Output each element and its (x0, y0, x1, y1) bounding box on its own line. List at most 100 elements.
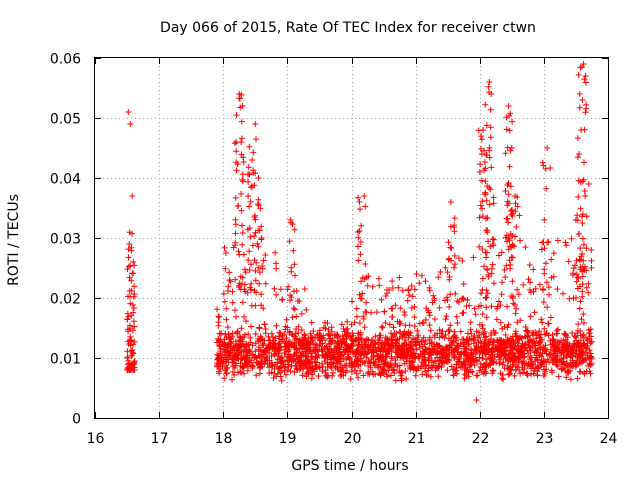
data-point (554, 343, 561, 350)
data-point (393, 339, 400, 346)
data-point (126, 366, 133, 373)
data-point (308, 319, 315, 326)
data-point (517, 348, 524, 354)
data-point (582, 109, 589, 116)
data-point (507, 183, 514, 190)
data-point (377, 372, 384, 379)
data-point (550, 250, 557, 257)
data-point (481, 334, 488, 341)
data-point (575, 193, 582, 200)
data-point (567, 376, 574, 383)
data-point (478, 290, 485, 297)
data-point (526, 286, 533, 293)
data-point (580, 257, 587, 264)
data-point (447, 199, 454, 205)
data-point (217, 356, 224, 363)
data-point (389, 285, 396, 291)
data-point (224, 287, 231, 294)
data-point (579, 220, 586, 227)
data-point (538, 331, 544, 338)
data-point (357, 239, 364, 245)
data-point (482, 368, 489, 375)
data-point (578, 316, 585, 323)
data-point (478, 302, 485, 309)
data-point (579, 288, 586, 295)
data-point (436, 326, 443, 333)
data-point (261, 321, 268, 328)
data-point (551, 355, 558, 362)
data-point (544, 145, 551, 151)
data-point (253, 289, 260, 296)
data-point (252, 348, 259, 355)
data-point (357, 251, 364, 258)
data-point (436, 358, 442, 365)
data-point (513, 305, 520, 312)
data-point (129, 327, 136, 334)
data-point (256, 370, 263, 377)
data-point (351, 319, 358, 326)
x-axis-label: GPS time / hours (291, 458, 408, 474)
data-point (402, 368, 409, 374)
data-point (344, 318, 351, 325)
data-point (252, 170, 259, 177)
data-point (223, 316, 230, 323)
data-point (503, 262, 510, 269)
data-point (489, 357, 495, 364)
data-point (309, 371, 316, 378)
data-point (131, 338, 138, 345)
data-point (506, 127, 513, 134)
data-point (260, 351, 267, 358)
data-point (533, 332, 540, 339)
data-point (386, 363, 393, 370)
data-point (270, 334, 276, 341)
data-point (222, 265, 229, 272)
data-point (353, 370, 360, 377)
data-point (304, 369, 311, 376)
data-point (388, 336, 395, 343)
data-point (577, 245, 584, 252)
data-point (224, 347, 231, 354)
data-point (273, 260, 279, 267)
data-point (284, 357, 291, 364)
data-point (403, 376, 410, 382)
data-point (361, 359, 368, 366)
data-point (395, 284, 402, 291)
data-point (129, 301, 136, 308)
data-point (233, 139, 240, 145)
data-point (348, 364, 355, 371)
data-point (241, 313, 248, 320)
data-point (374, 352, 381, 359)
data-point (383, 353, 390, 360)
data-point (566, 295, 573, 302)
data-point (290, 247, 297, 254)
data-point (125, 293, 131, 300)
data-point (125, 109, 132, 115)
data-point (536, 281, 543, 288)
data-point (483, 294, 490, 301)
data-point (216, 368, 222, 375)
data-point (510, 210, 516, 217)
data-point (411, 364, 418, 371)
data-point (125, 246, 132, 253)
data-point (471, 305, 478, 312)
data-point (442, 264, 449, 271)
data-point (249, 157, 256, 163)
data-point (481, 159, 488, 165)
data-point (281, 364, 288, 371)
data-point (425, 365, 432, 372)
data-point (502, 274, 509, 281)
data-point (252, 267, 259, 274)
data-point (296, 360, 302, 367)
data-point (218, 330, 225, 337)
data-point (285, 283, 292, 290)
data-point (570, 265, 577, 272)
data-point (555, 326, 561, 333)
data-point (363, 309, 370, 316)
data-point (504, 336, 511, 343)
data-point (563, 340, 570, 347)
data-point (572, 217, 579, 223)
data-point (501, 323, 508, 330)
data-point (577, 328, 584, 334)
data-point (532, 358, 539, 364)
